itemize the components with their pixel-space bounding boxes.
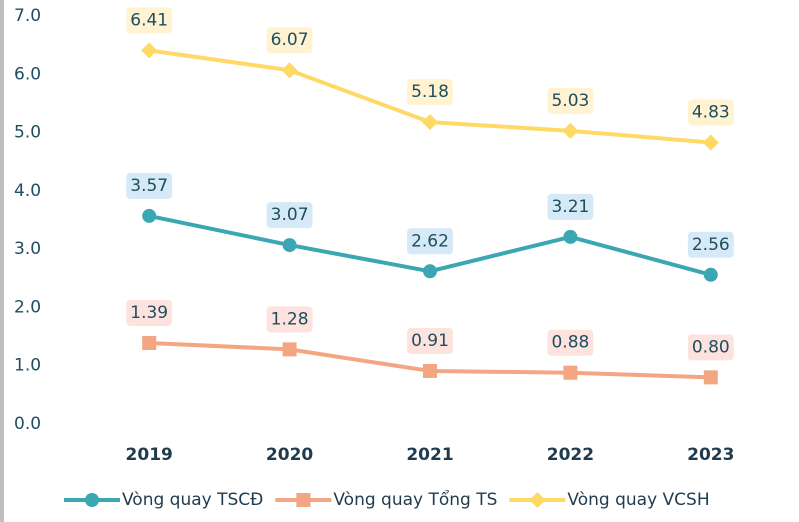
- legend-marker: [296, 493, 311, 507]
- data-label-bg: [126, 7, 173, 34]
- data-point: [141, 42, 158, 59]
- y-tick-label: 3.0: [14, 239, 41, 259]
- data-label: 3.57: [130, 176, 168, 196]
- data-label-bg: [687, 231, 734, 258]
- data-point: [423, 264, 437, 279]
- y-tick-label: 5.0: [14, 123, 41, 143]
- data-label: 6.07: [271, 30, 309, 50]
- data-label: 0.91: [411, 331, 449, 351]
- data-label-bg: [266, 202, 313, 229]
- data-label-bg: [126, 299, 173, 326]
- data-point: [142, 335, 157, 350]
- data-point: [282, 342, 297, 357]
- data-label-bg: [687, 334, 734, 361]
- x-tick-label: 2023: [687, 445, 734, 465]
- x-tick-label: 2019: [126, 445, 173, 465]
- left-border: [0, 0, 4, 522]
- data-label-bg: [547, 329, 594, 356]
- x-tick-label: 2022: [547, 445, 594, 465]
- x-tick-label: 2021: [406, 445, 453, 465]
- legend-label: Vòng quay Tổng TS: [333, 489, 497, 510]
- data-label: 0.88: [551, 333, 589, 353]
- data-label-bg: [407, 228, 453, 255]
- legend-label: Vòng quay TSCĐ: [122, 490, 263, 510]
- data-label: 1.39: [130, 303, 168, 323]
- data-label-bg: [547, 193, 594, 220]
- data-label-bg: [547, 87, 594, 114]
- y-tick-label: 2.0: [14, 297, 41, 317]
- data-label: 2.56: [692, 235, 730, 255]
- data-label: 1.28: [271, 309, 309, 329]
- data-point: [702, 134, 719, 151]
- data-label-bg: [407, 327, 453, 354]
- data-label-bg: [266, 306, 313, 333]
- data-label-bg: [407, 79, 453, 106]
- y-tick-label: 0.0: [14, 414, 41, 434]
- data-point: [281, 62, 298, 79]
- data-point: [563, 229, 578, 244]
- legend-marker: [85, 493, 99, 507]
- data-point: [703, 370, 718, 385]
- data-label: 5.18: [411, 82, 449, 102]
- data-label-bg: [266, 27, 313, 54]
- y-tick-label: 4.0: [14, 181, 41, 201]
- data-label-bg: [126, 172, 173, 199]
- data-point: [282, 238, 297, 253]
- legend-marker: [529, 492, 546, 508]
- legend-label: Vòng quay VCSH: [567, 490, 709, 510]
- x-tick-label: 2020: [266, 445, 313, 465]
- data-label: 3.07: [271, 205, 309, 225]
- y-tick-label: 7.0: [14, 6, 41, 26]
- data-point: [422, 114, 438, 131]
- data-point: [703, 267, 718, 282]
- data-label: 5.03: [551, 91, 589, 111]
- data-label: 3.21: [551, 197, 589, 217]
- data-point: [142, 208, 157, 223]
- data-point: [563, 365, 578, 380]
- data-label: 0.80: [692, 337, 730, 357]
- data-label: 2.62: [411, 231, 449, 251]
- y-tick-label: 6.0: [14, 64, 41, 84]
- data-point: [562, 122, 579, 139]
- data-point: [423, 363, 437, 378]
- data-label: 6.41: [130, 10, 168, 30]
- data-label-bg: [687, 99, 734, 126]
- y-tick-label: 1.0: [14, 356, 41, 376]
- data-label: 4.83: [692, 102, 730, 122]
